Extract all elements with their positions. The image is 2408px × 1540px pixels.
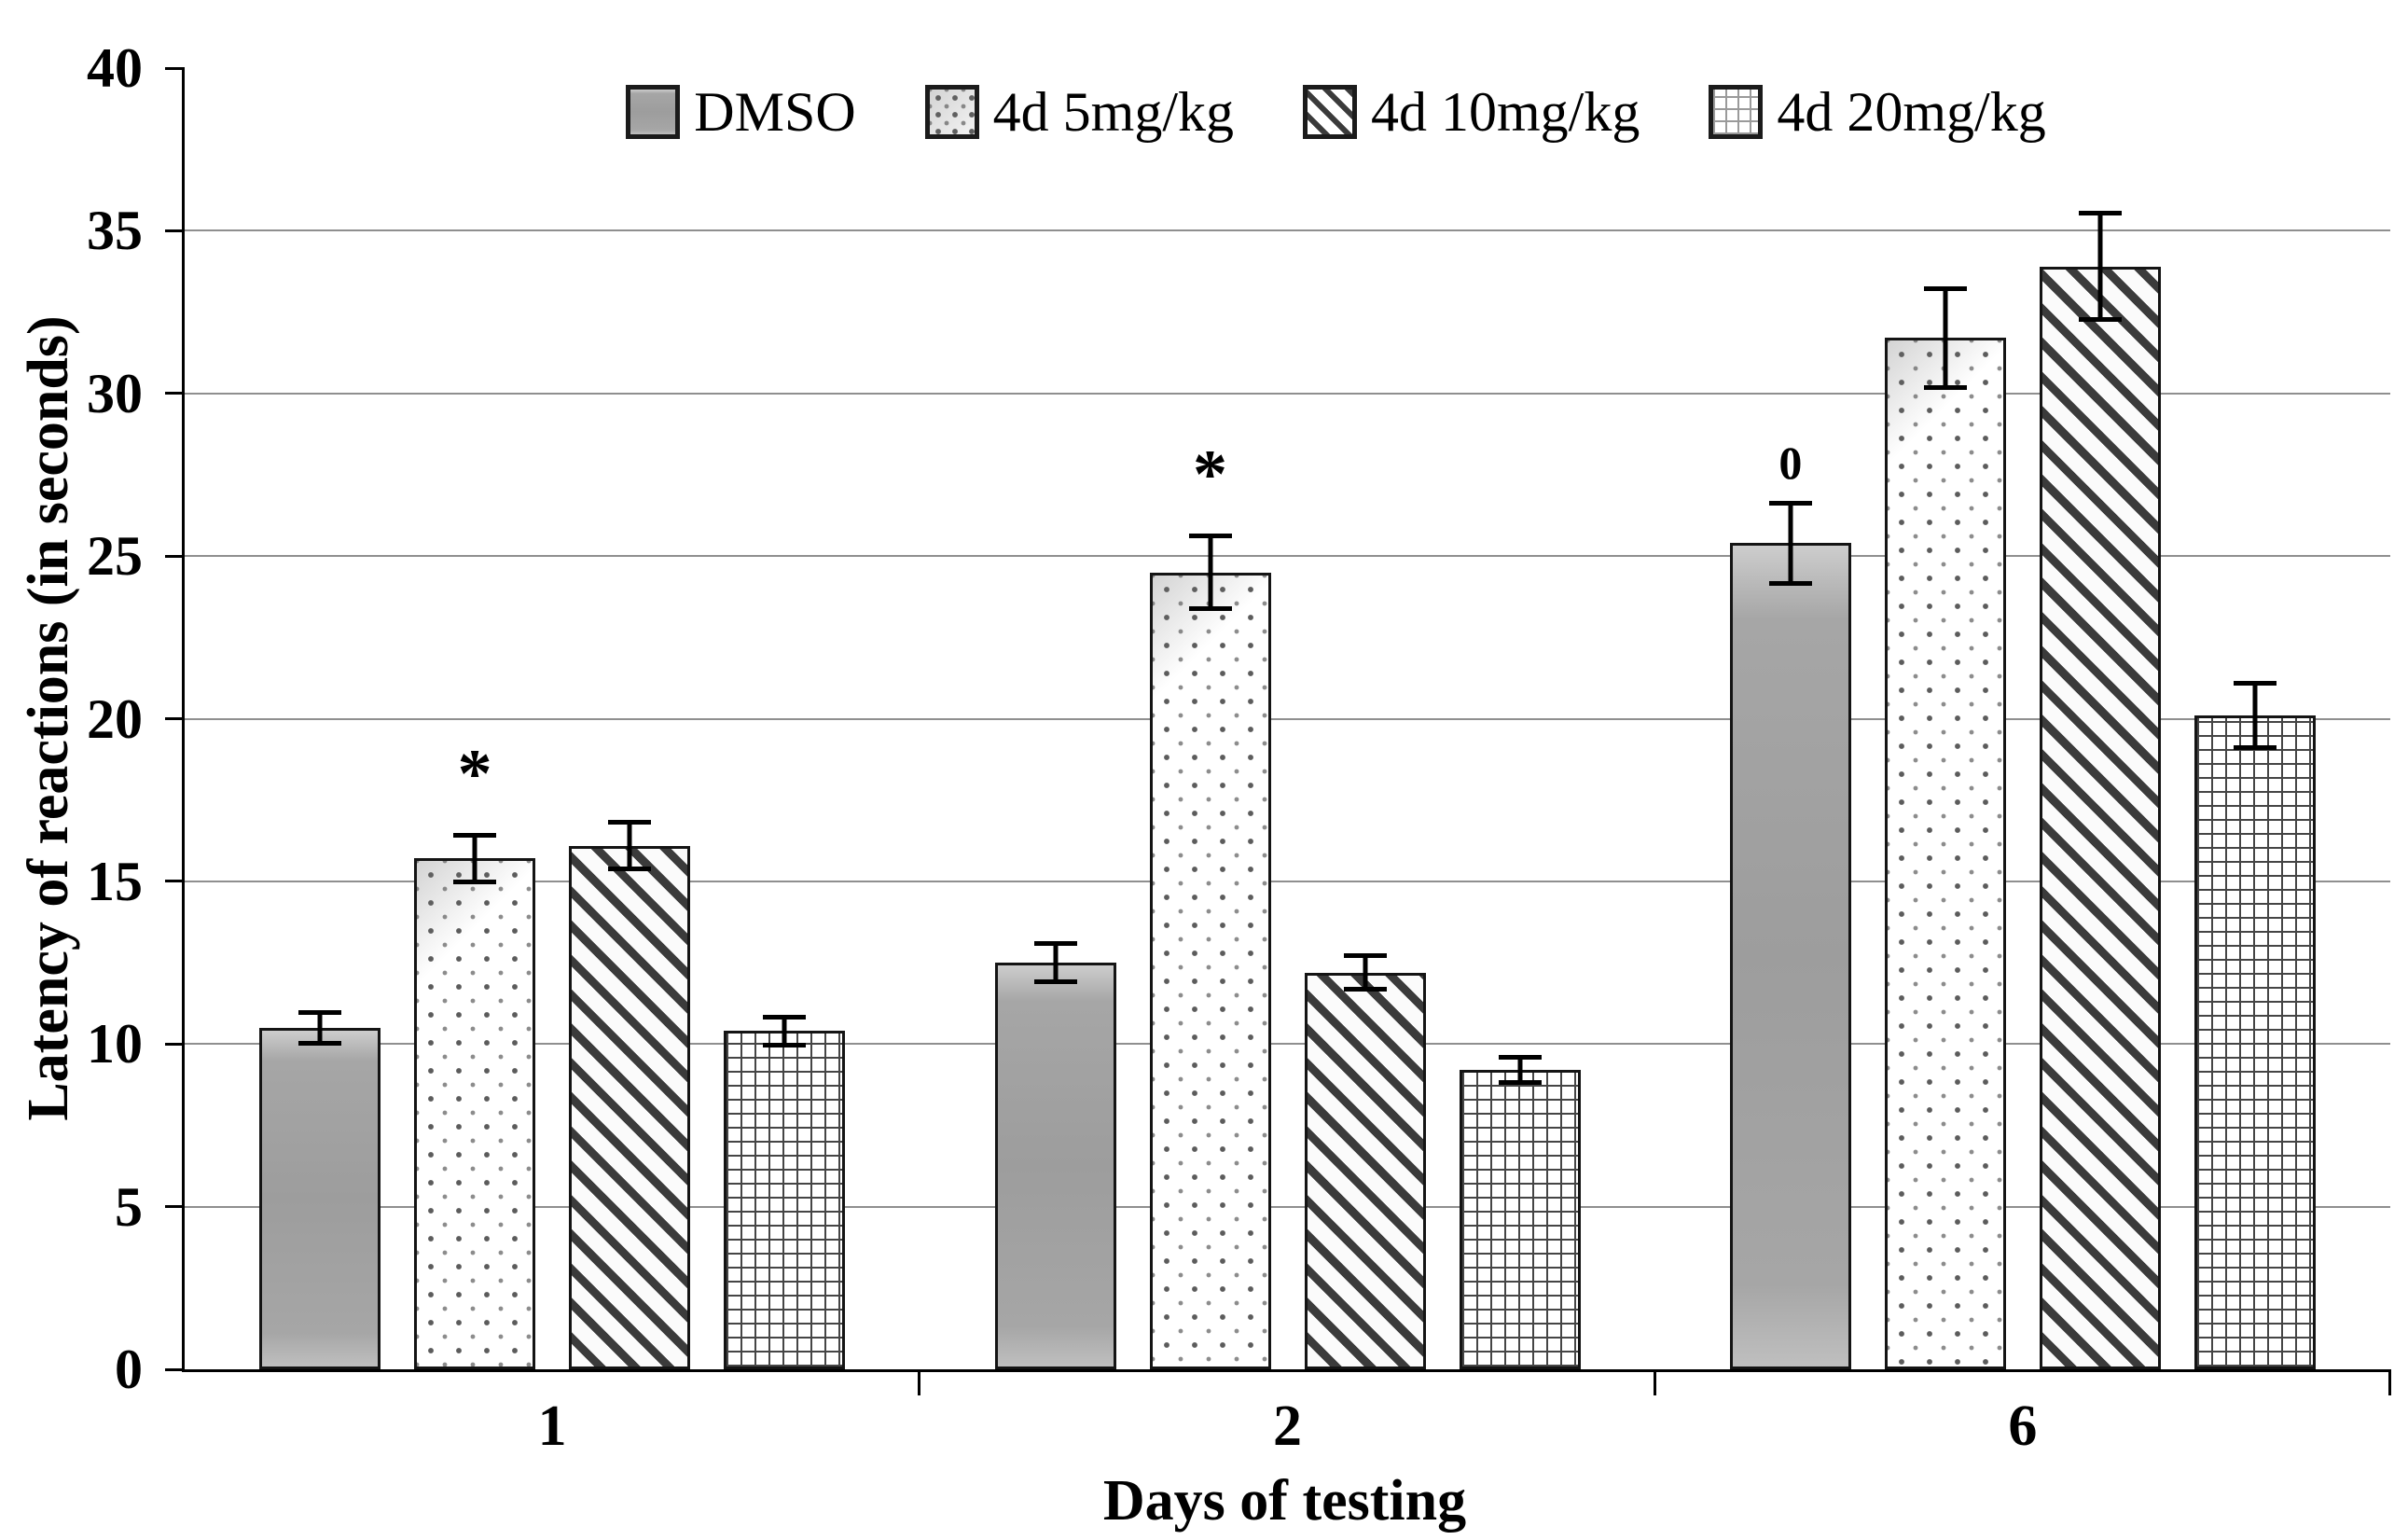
gridline-5 <box>185 1205 2390 1208</box>
x-tick-2 <box>1653 1369 1656 1395</box>
category-label-1: 1 <box>537 1394 567 1458</box>
error-stem <box>1208 533 1212 612</box>
error-cap-bottom <box>298 1040 342 1046</box>
error-cap-bottom <box>1768 580 1812 586</box>
error-cap-bottom <box>1343 987 1387 992</box>
error-cap-bottom <box>453 880 497 885</box>
legend-item-4d-5mg-kg: 4d 5mg/kg <box>924 81 1235 143</box>
error-stem <box>627 819 632 872</box>
error-bar-day2-dmso <box>1033 941 1077 984</box>
y-tick-label-15: 15 <box>87 850 143 912</box>
annotation-star-day2: * <box>1193 436 1227 513</box>
y-tick-0 <box>165 1367 185 1371</box>
category-label-2: 2 <box>1273 1394 1302 1458</box>
legend-swatch-4d-5mg-kg <box>924 85 979 139</box>
legend-label-4d-10mg-kg: 4d 10mg/kg <box>1371 81 1640 143</box>
y-tick-label-5: 5 <box>115 1175 143 1238</box>
gridline-15 <box>185 880 2390 882</box>
y-tick-20 <box>165 717 185 720</box>
gridline-25 <box>185 555 2390 558</box>
bar-day1-dmso <box>259 1027 381 1369</box>
error-cap-bottom <box>2078 317 2122 322</box>
x-tick-1 <box>918 1369 921 1395</box>
legend-swatch-4d-20mg-kg <box>1709 85 1764 139</box>
error-stem <box>317 1009 323 1046</box>
error-bar-day6-4d-5mg-kg <box>1923 285 1967 391</box>
y-tick-label-0: 0 <box>115 1339 143 1400</box>
y-tick-label-25: 25 <box>87 525 143 588</box>
legend-label-dmso: DMSO <box>694 81 856 143</box>
error-bar-day2-4d-10mg-kg <box>1343 952 1387 992</box>
y-tick-label-30: 30 <box>87 362 143 424</box>
legend-item-4d-10mg-kg: 4d 10mg/kg <box>1303 84 1640 140</box>
error-stem <box>1943 285 1948 391</box>
bar-day1-4d-5mg-kg <box>414 858 536 1369</box>
bar-day2-dmso <box>994 963 1116 1369</box>
error-stem <box>782 1014 787 1047</box>
y-tick-15 <box>165 880 185 883</box>
error-stem <box>1053 941 1058 984</box>
error-stem <box>2097 211 2103 322</box>
error-cap-bottom <box>763 1042 807 1047</box>
plot-area: 0 5 10 15 20 25 30 35 40 1 2 6 * * 0 <box>87 37 2391 1455</box>
error-stem <box>2252 681 2258 750</box>
error-stem <box>1363 952 1367 992</box>
y-tick-35 <box>165 229 185 232</box>
y-tick-label-10: 10 <box>87 1013 143 1075</box>
error-bar-day6-dmso <box>1768 500 1812 586</box>
y-tick-10 <box>165 1042 185 1046</box>
bar-day2-4d-20mg-kg <box>1459 1070 1581 1369</box>
legend-item-dmso: DMSO <box>626 81 856 143</box>
error-cap-bottom <box>1188 606 1232 612</box>
error-bar-day1-4d-20mg-kg <box>763 1014 807 1047</box>
bar-day6-dmso <box>1729 543 1851 1369</box>
y-tick-label-40: 40 <box>87 37 143 99</box>
bar-day2-4d-5mg-kg <box>1149 572 1271 1369</box>
error-stem <box>1517 1055 1522 1085</box>
error-bar-day6-4d-20mg-kg <box>2233 681 2277 750</box>
y-tick-label-20: 20 <box>87 687 143 750</box>
bar-day2-4d-10mg-kg <box>1304 972 1426 1369</box>
y-tick-label-35: 35 <box>87 200 143 262</box>
bar-day1-4d-20mg-kg <box>724 1031 846 1369</box>
gridline-20 <box>185 717 2390 720</box>
legend-label-4d-5mg-kg: 4d 5mg/kg <box>992 81 1235 143</box>
y-tick-40 <box>165 66 185 70</box>
bar-day1-4d-10mg-kg <box>569 845 691 1369</box>
error-bar-day6-4d-10mg-kg <box>2078 211 2122 322</box>
bar-day6-4d-20mg-kg <box>2193 715 2316 1369</box>
error-bar-day1-4d-5mg-kg <box>453 832 497 885</box>
legend: DMSO 4d 5mg/kg 4d 10mg/kg 4d 20mg/kg <box>182 84 2387 140</box>
error-cap-bottom <box>1498 1079 1542 1085</box>
error-bar-day2-4d-20mg-kg <box>1498 1055 1542 1085</box>
error-stem <box>472 832 477 885</box>
bar-day6-4d-10mg-kg <box>2039 266 2161 1369</box>
x-tick-3 <box>2388 1369 2391 1395</box>
legend-label-4d-20mg-kg: 4d 20mg/kg <box>1777 81 2046 143</box>
error-bar-day2-4d-5mg-kg <box>1188 533 1232 612</box>
error-cap-bottom <box>608 867 652 872</box>
bar-day6-4d-5mg-kg <box>1884 338 2006 1369</box>
error-bar-day1-dmso <box>298 1009 342 1046</box>
error-stem <box>1788 500 1793 586</box>
gridline-30 <box>185 392 2390 395</box>
gridline-10 <box>185 1043 2390 1046</box>
y-tick-5 <box>165 1205 185 1209</box>
error-cap-bottom <box>1923 385 1967 391</box>
annotation-star-day1: * <box>457 735 492 812</box>
gridline-35 <box>185 229 2390 232</box>
legend-item-4d-20mg-kg: 4d 20mg/kg <box>1709 81 2046 143</box>
legend-swatch-4d-10mg-kg <box>1303 85 1358 139</box>
category-label-6: 6 <box>2008 1394 2038 1458</box>
legend-swatch-dmso <box>626 85 681 139</box>
error-cap-bottom <box>2233 744 2277 750</box>
y-tick-25 <box>165 554 185 558</box>
error-cap-bottom <box>1033 978 1077 984</box>
y-tick-30 <box>165 392 185 395</box>
annotation-zero-day6: 0 <box>1778 436 1803 489</box>
x-axis-title: Days of testing <box>1102 1469 1467 1533</box>
error-bar-day1-4d-10mg-kg <box>608 819 652 872</box>
